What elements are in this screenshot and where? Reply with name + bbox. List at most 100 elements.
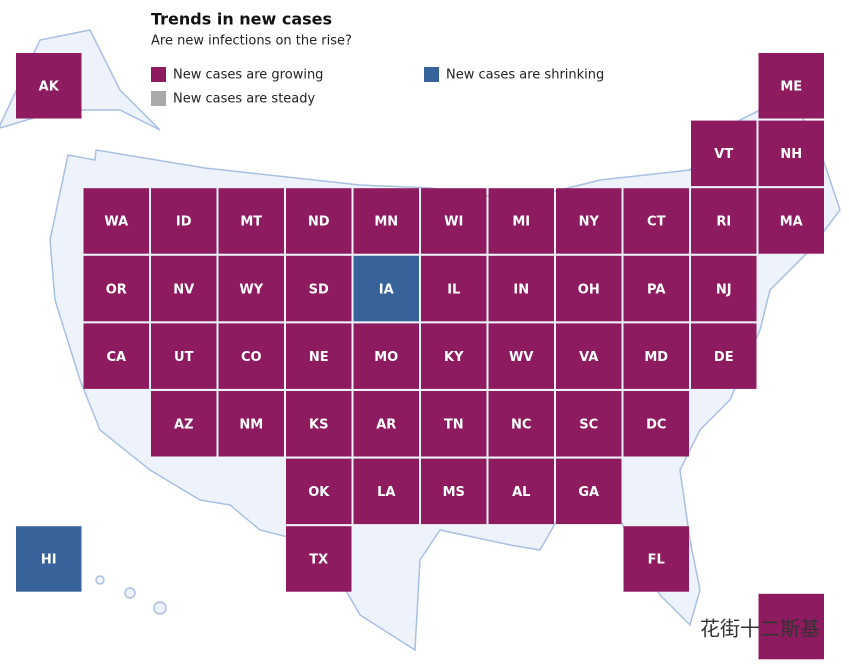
state-tile bbox=[556, 391, 622, 457]
state-label: TX bbox=[309, 553, 328, 568]
state-tile bbox=[218, 323, 284, 389]
state-tile bbox=[286, 526, 352, 592]
state-label: MS bbox=[443, 485, 465, 500]
state-tile bbox=[556, 188, 622, 254]
state-label: ND bbox=[308, 215, 330, 230]
state-tile bbox=[556, 323, 622, 389]
state-tile bbox=[421, 391, 487, 457]
state-label: CT bbox=[647, 215, 666, 230]
watermark: 花街十二斯基 bbox=[700, 617, 820, 641]
state-tile bbox=[353, 255, 419, 322]
state-label: FL bbox=[648, 553, 665, 568]
state-tile bbox=[623, 391, 689, 457]
state-label: DE bbox=[714, 350, 734, 365]
state-label: WY bbox=[239, 282, 263, 297]
tiles: AK ME VT NH WA ID MT ND MN WI MI NY CT RI MA OR NV WY SD IA… bbox=[16, 53, 824, 660]
state-tile bbox=[151, 391, 217, 457]
state-label: IA bbox=[379, 282, 394, 297]
state-tile bbox=[691, 255, 757, 322]
state-tile bbox=[623, 188, 689, 254]
state-label: IL bbox=[447, 282, 460, 297]
state-label: PA bbox=[647, 282, 665, 297]
state-label: NH bbox=[780, 147, 802, 162]
state-label: OK bbox=[308, 485, 330, 500]
legend-label: New cases are growing bbox=[173, 68, 323, 83]
state-tile bbox=[16, 526, 82, 592]
state-label: MO bbox=[374, 350, 398, 365]
state-tile bbox=[556, 255, 622, 322]
state-label: HI bbox=[41, 553, 57, 568]
state-tile bbox=[488, 391, 554, 457]
state-label: WI bbox=[444, 215, 463, 230]
state-label: OH bbox=[578, 282, 600, 297]
state-label: ID bbox=[176, 215, 192, 230]
state-tile bbox=[353, 188, 419, 254]
state-label: AZ bbox=[174, 418, 194, 433]
state-label: ME bbox=[780, 80, 802, 95]
state-tile bbox=[623, 255, 689, 322]
state-tile bbox=[556, 458, 622, 525]
state-tile bbox=[83, 188, 149, 254]
state-label: IN bbox=[513, 282, 529, 297]
state-tile bbox=[286, 323, 352, 389]
state-tile bbox=[758, 120, 824, 187]
state-label: MI bbox=[512, 215, 530, 230]
state-label: UT bbox=[174, 350, 194, 365]
state-tile bbox=[151, 323, 217, 389]
state-label: LA bbox=[377, 485, 395, 500]
state-label: SD bbox=[309, 282, 329, 297]
state-tile bbox=[488, 255, 554, 322]
state-label: NJ bbox=[716, 282, 732, 297]
legend-label: New cases are steady bbox=[173, 92, 316, 107]
legend-label: New cases are shrinking bbox=[446, 68, 604, 83]
state-tile bbox=[488, 188, 554, 254]
state-label: MT bbox=[240, 215, 262, 230]
state-tile bbox=[83, 255, 149, 322]
state-label: WV bbox=[509, 350, 533, 365]
state-label: AK bbox=[39, 80, 60, 95]
state-label: KS bbox=[309, 418, 328, 433]
legend-swatch bbox=[151, 67, 166, 82]
state-tile bbox=[286, 458, 352, 525]
state-tile bbox=[218, 391, 284, 457]
state-label: NV bbox=[173, 282, 194, 297]
state-label: MN bbox=[374, 215, 398, 230]
state-label: AL bbox=[512, 485, 530, 500]
state-tile bbox=[286, 391, 352, 457]
state-label: MD bbox=[644, 350, 668, 365]
state-label: CA bbox=[106, 350, 126, 365]
state-tile bbox=[421, 323, 487, 389]
state-tile bbox=[421, 458, 487, 525]
state-tile bbox=[353, 458, 419, 525]
state-tile bbox=[286, 255, 352, 322]
state-label: NE bbox=[309, 350, 329, 365]
state-label: GA bbox=[578, 485, 599, 500]
state-tile bbox=[488, 458, 554, 525]
state-label: RI bbox=[716, 215, 731, 230]
state-label: OR bbox=[106, 282, 127, 297]
state-label: AR bbox=[376, 418, 396, 433]
state-tile bbox=[691, 188, 757, 254]
state-tile bbox=[218, 255, 284, 322]
state-label: CO bbox=[241, 350, 262, 365]
state-tile bbox=[758, 188, 824, 254]
legend: New cases are growing New cases are stead… bbox=[151, 67, 604, 107]
state-tile bbox=[758, 53, 824, 119]
state-tile bbox=[16, 53, 82, 119]
state-tile bbox=[623, 526, 689, 592]
state-tile bbox=[421, 255, 487, 322]
state-tile bbox=[83, 323, 149, 389]
state-tile bbox=[758, 593, 824, 660]
state-tile bbox=[218, 188, 284, 254]
state-label: MA bbox=[780, 215, 803, 230]
subtitle: Are new infections on the rise? bbox=[151, 34, 352, 49]
state-label: VT bbox=[714, 147, 733, 162]
state-label: VA bbox=[579, 350, 598, 365]
state-label: KY bbox=[444, 350, 464, 365]
state-label: NM bbox=[239, 418, 263, 433]
state-label: WA bbox=[104, 215, 128, 230]
state-label: NY bbox=[579, 215, 600, 230]
state-tile bbox=[151, 188, 217, 254]
state-tile bbox=[421, 188, 487, 254]
